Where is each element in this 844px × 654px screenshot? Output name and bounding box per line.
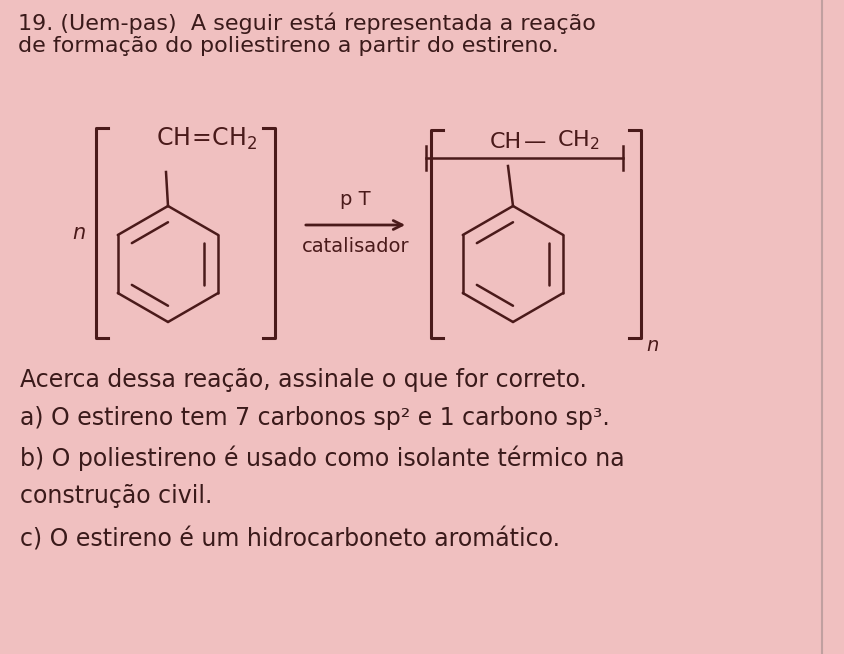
Text: construção civil.: construção civil. (20, 484, 212, 508)
Text: 19. (Uem-pas)  A seguir está representada a reação: 19. (Uem-pas) A seguir está representada… (18, 13, 595, 35)
Text: CH: CH (490, 132, 522, 152)
Text: CH$\!=\!$CH$_2$: CH$\!=\!$CH$_2$ (156, 126, 257, 152)
Text: catalisador: catalisador (301, 237, 408, 256)
Text: de formação do poliestireno a partir do estireno.: de formação do poliestireno a partir do … (18, 36, 558, 56)
Text: n: n (645, 336, 657, 355)
Text: Acerca dessa reação, assinale o que for correto.: Acerca dessa reação, assinale o que for … (20, 368, 587, 392)
Text: p T: p T (340, 190, 371, 209)
Text: n: n (73, 223, 86, 243)
Text: c) O estireno é um hidrocarboneto aromático.: c) O estireno é um hidrocarboneto aromát… (20, 528, 560, 551)
Text: —: — (523, 132, 545, 152)
Text: a) O estireno tem 7 carbonos sp² e 1 carbono sp³.: a) O estireno tem 7 carbonos sp² e 1 car… (20, 406, 609, 430)
Text: CH$_2$: CH$_2$ (556, 128, 598, 152)
Text: b) O poliestireno é usado como isolante térmico na: b) O poliestireno é usado como isolante … (20, 446, 624, 472)
